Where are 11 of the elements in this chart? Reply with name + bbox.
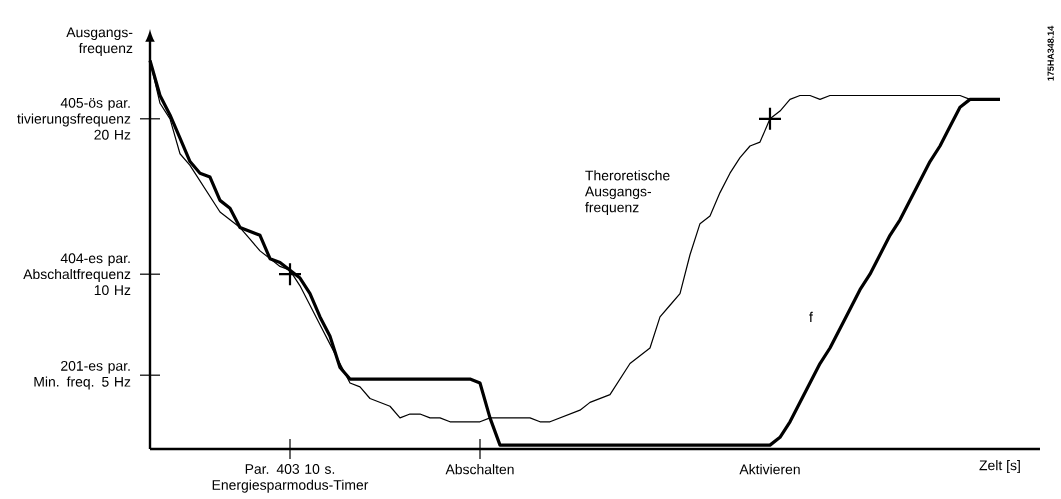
text: Theroretische Ausgangs- frequenz <box>584 170 670 216</box>
y-axis-title: Ausgangs- frequenz <box>66 27 133 56</box>
text: 405-ös par. tivierungsfrequenz 20 Hz <box>17 97 131 140</box>
x-tick-label: Aktivieren <box>739 464 800 475</box>
series-label: f <box>809 311 813 322</box>
x-tick-label: Abschalten <box>445 464 514 475</box>
x-tick-label: Par. 403 10 s. Energiesparmodus-Timer <box>212 464 369 493</box>
text: 404-es par. Abschaltfrequenz 10 Hz <box>23 253 131 296</box>
text: 201-es par. Min. freq. 5 Hz <box>34 360 131 390</box>
text: 175HA348.14 <box>1047 25 1054 81</box>
x-axis-title: Zelt [s] <box>979 460 1020 474</box>
